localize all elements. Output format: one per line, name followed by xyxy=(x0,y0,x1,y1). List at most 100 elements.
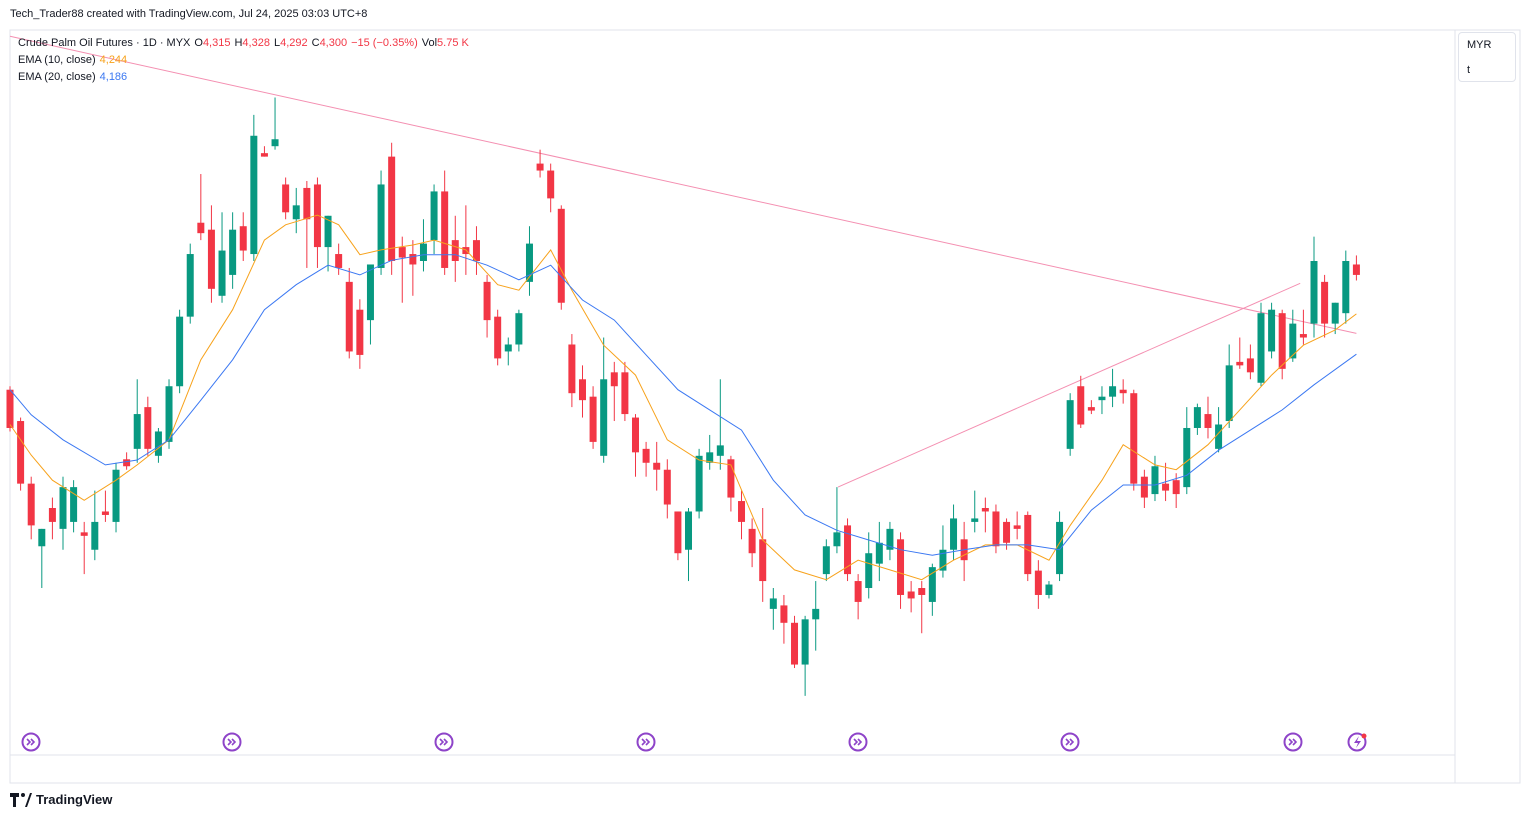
candle-body xyxy=(547,170,555,199)
candle-body xyxy=(716,445,724,456)
candle-body xyxy=(663,469,671,505)
symbol-row: Crude Palm Oil Futures · 1D · MYX O4,315… xyxy=(18,35,469,52)
trendline xyxy=(837,282,1301,488)
candle-body xyxy=(1246,358,1254,373)
event-icons xyxy=(21,732,1367,752)
candle-body xyxy=(483,281,491,321)
candle-body xyxy=(1299,334,1307,338)
candle-body xyxy=(557,208,565,303)
candle-body xyxy=(1289,323,1297,359)
candle-body xyxy=(780,605,788,623)
candle-body xyxy=(250,135,258,255)
indicator-value: 4,186 xyxy=(99,71,128,83)
candle-body xyxy=(345,281,353,352)
candle-body xyxy=(1310,260,1318,324)
candle-body xyxy=(1109,386,1117,397)
candle-body xyxy=(875,542,883,564)
key: L xyxy=(273,37,281,49)
candle-body xyxy=(642,448,650,463)
candle-body xyxy=(589,396,597,442)
candle-body xyxy=(186,254,194,317)
key: H xyxy=(234,37,243,49)
candle-body xyxy=(833,532,841,547)
candle-body xyxy=(1278,313,1286,369)
candle-body xyxy=(494,316,502,359)
candle-body xyxy=(918,588,926,595)
candle-body xyxy=(165,386,173,442)
candle-body xyxy=(674,511,682,554)
candle-body xyxy=(133,414,141,449)
ema-line xyxy=(9,254,1357,556)
trendline xyxy=(9,35,1357,334)
brand-logo xyxy=(10,792,32,807)
candle-body xyxy=(1342,260,1350,314)
candle-body xyxy=(1045,584,1053,595)
indicator-row: EMA (20, close) 4,186 xyxy=(18,69,469,86)
candle-body xyxy=(398,247,406,258)
candle-body xyxy=(218,250,226,296)
candle-body xyxy=(525,243,533,282)
ohlc: O4,315 xyxy=(194,35,230,52)
candle-body xyxy=(388,156,396,261)
event-arrow xyxy=(1288,738,1298,746)
candle-body xyxy=(706,452,714,463)
event-arrow xyxy=(439,738,449,746)
unit-box[interactable]: MYR t xyxy=(1458,32,1516,82)
candle-body xyxy=(441,191,449,268)
candle-body xyxy=(748,528,756,554)
candle-body xyxy=(568,344,576,394)
candle-body xyxy=(1119,389,1127,394)
candle-body xyxy=(1204,414,1212,428)
event-dot xyxy=(1361,733,1367,739)
candle-body xyxy=(1352,264,1360,275)
candle-body xyxy=(1034,570,1042,595)
candle-body xyxy=(324,215,332,248)
candle-body xyxy=(865,553,873,589)
candle-body xyxy=(366,264,374,321)
candle-body xyxy=(727,459,735,498)
candle-body xyxy=(1257,313,1265,383)
candle-body xyxy=(472,240,480,261)
indicator-value: 4,244 xyxy=(99,54,128,66)
candle-body xyxy=(738,501,746,522)
candle-body xyxy=(313,184,321,248)
candle-body xyxy=(812,608,820,620)
candle-body xyxy=(844,525,852,575)
candles xyxy=(6,97,1360,696)
candle-body xyxy=(176,316,184,387)
candle-body xyxy=(653,462,661,470)
event-arrow xyxy=(641,738,651,746)
candle-body xyxy=(59,487,67,529)
candle-body xyxy=(939,549,947,571)
candle-body xyxy=(260,153,268,157)
open-value: 4,315 xyxy=(202,37,231,49)
candle-body xyxy=(239,226,247,251)
candle-body xyxy=(356,309,364,355)
candle-body xyxy=(1268,309,1276,352)
candle-body xyxy=(101,511,109,515)
candle-body xyxy=(1056,521,1064,575)
event-arrow xyxy=(853,738,863,746)
candle-body xyxy=(229,229,237,275)
brand-name: TradingView xyxy=(36,792,113,807)
candle-body xyxy=(1003,521,1011,543)
attribution: Tech_Trader88 created with TradingView.c… xyxy=(10,8,368,20)
key: C xyxy=(311,37,320,49)
high-value: 4,328 xyxy=(242,37,270,49)
candle-body xyxy=(769,598,777,609)
brand: TradingView xyxy=(10,792,112,807)
candle-body xyxy=(1066,400,1074,449)
candle-body xyxy=(981,507,989,512)
candle-body xyxy=(17,421,25,484)
candle-body xyxy=(419,243,427,261)
candle-body xyxy=(451,240,459,261)
candle-body xyxy=(1236,361,1244,366)
change: −15 (−0.35%) xyxy=(351,37,418,49)
candle-body xyxy=(112,469,120,522)
indicator-name: EMA (10, close) xyxy=(18,54,96,66)
event-arrow xyxy=(227,738,237,746)
candle-body xyxy=(897,539,905,595)
ohlc: C4,300 xyxy=(312,35,347,52)
